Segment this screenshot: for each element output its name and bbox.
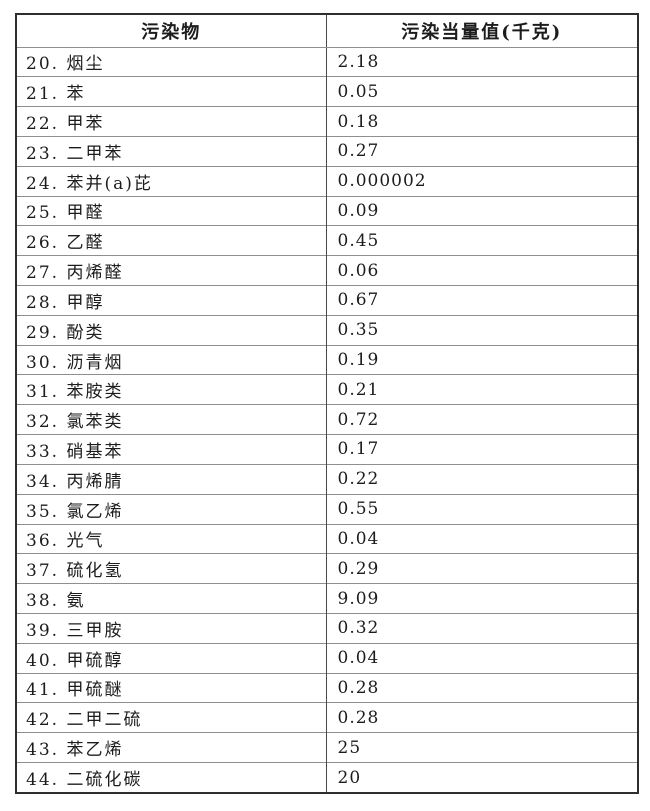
table-row: 36. 光气 0.04: [16, 523, 638, 554]
value-cell: 25: [326, 732, 638, 763]
pollutant-cell: 44. 二硫化碳: [16, 762, 327, 793]
pollutant-cell: 22. 甲苯: [16, 106, 327, 137]
value-cell: 0.22: [326, 463, 638, 495]
value-cell: 0.04: [326, 642, 638, 674]
pollutant-cell: 29. 酚类: [16, 314, 327, 346]
table-row: 44. 二硫化碳 20: [16, 762, 638, 793]
value-cell: 0.06: [326, 255, 638, 286]
value-cell: 0.000002: [326, 165, 638, 197]
pollutant-cell: 42. 二甲二硫: [16, 702, 327, 733]
pollutant-cell: 36. 光气: [16, 523, 327, 554]
table-row: 30. 沥青烟 0.19: [16, 344, 638, 375]
pollutant-cell: 27. 丙烯醛: [16, 255, 327, 286]
pollutant-cell: 30. 沥青烟: [16, 344, 327, 375]
table-row: 22. 甲苯 0.18: [16, 106, 638, 137]
table-row: 34. 丙烯腈 0.22: [16, 463, 638, 495]
table-row: 23. 二甲苯 0.27: [16, 135, 638, 167]
table-row: 24. 苯并(a)芘 0.000002: [16, 165, 638, 197]
pollutant-cell: 37. 硫化氢: [16, 553, 327, 584]
column-header-pollutant: 污染物: [16, 14, 327, 48]
value-cell: 0.17: [326, 434, 638, 465]
pollutant-cell: 33. 硝基苯: [16, 434, 327, 465]
table-header-row: 污染物 污染当量值(千克): [16, 14, 638, 48]
pollutant-cell: 41. 甲硫醚: [16, 672, 327, 703]
table-body: 20. 烟尘 2.18 21. 苯 0.05 22. 甲苯 0.18 23. 二…: [16, 46, 638, 793]
pollutant-cell: 20. 烟尘: [16, 46, 327, 77]
pollutant-cell: 31. 苯胺类: [16, 374, 327, 405]
value-cell: 0.04: [326, 523, 638, 554]
value-cell: 0.09: [326, 195, 638, 226]
value-cell: 2.18: [326, 46, 638, 77]
pollutant-cell: 38. 氨: [16, 583, 327, 614]
pollutant-cell: 43. 苯乙烯: [16, 732, 327, 763]
pollutant-cell: 21. 苯: [16, 76, 327, 107]
value-cell: 0.45: [326, 225, 638, 256]
table-row: 27. 丙烯醛 0.06: [16, 255, 638, 286]
table-row: 26. 乙醛 0.45: [16, 225, 638, 256]
value-cell: 0.27: [326, 135, 638, 167]
pollutant-table: 污染物 污染当量值(千克) 20. 烟尘 2.18 21. 苯 0.05 22.…: [15, 13, 639, 794]
pollutant-cell: 39. 三甲胺: [16, 612, 327, 644]
value-cell: 0.28: [326, 672, 638, 703]
value-cell: 0.28: [326, 702, 638, 733]
table-row: 37. 硫化氢 0.29: [16, 553, 638, 584]
table-row: 41. 甲硫醚 0.28: [16, 672, 638, 703]
table-row: 39. 三甲胺 0.32: [16, 612, 638, 644]
table-row: 29. 酚类 0.35: [16, 314, 638, 346]
value-cell: 0.18: [326, 106, 638, 137]
table-row: 20. 烟尘 2.18: [16, 46, 638, 77]
pollutant-cell: 40. 甲硫醇: [16, 642, 327, 674]
table-row: 21. 苯 0.05: [16, 76, 638, 107]
value-cell: 0.55: [326, 493, 638, 524]
pollutant-cell: 26. 乙醛: [16, 225, 327, 256]
value-cell: 0.29: [326, 553, 638, 584]
table-row: 32. 氯苯类 0.72: [16, 404, 638, 435]
value-cell: 0.05: [326, 76, 638, 107]
table-row: 31. 苯胺类 0.21: [16, 374, 638, 405]
pollutant-cell: 24. 苯并(a)芘: [16, 165, 327, 197]
table-row: 38. 氨 9.09: [16, 583, 638, 614]
value-cell: 0.32: [326, 612, 638, 644]
table-row: 35. 氯乙烯 0.55: [16, 493, 638, 524]
pollutant-cell: 28. 甲醇: [16, 285, 327, 316]
pollutant-cell: 34. 丙烯腈: [16, 463, 327, 495]
value-cell: 0.67: [326, 285, 638, 316]
pollutant-cell: 32. 氯苯类: [16, 404, 327, 435]
value-cell: 0.19: [326, 344, 638, 375]
pollutant-cell: 23. 二甲苯: [16, 135, 327, 167]
pollutant-cell: 35. 氯乙烯: [16, 493, 327, 524]
table-row: 43. 苯乙烯 25: [16, 732, 638, 763]
table-row: 25. 甲醛 0.09: [16, 195, 638, 226]
table-row: 42. 二甲二硫 0.28: [16, 702, 638, 733]
table-row: 28. 甲醇 0.67: [16, 285, 638, 316]
value-cell: 9.09: [326, 583, 638, 614]
value-cell: 0.72: [326, 404, 638, 435]
pollutant-cell: 25. 甲醛: [16, 195, 327, 226]
column-header-value: 污染当量值(千克): [326, 14, 638, 48]
table-row: 33. 硝基苯 0.17: [16, 434, 638, 465]
value-cell: 0.35: [326, 314, 638, 346]
table-row: 40. 甲硫醇 0.04: [16, 642, 638, 674]
value-cell: 20: [326, 762, 638, 793]
value-cell: 0.21: [326, 374, 638, 405]
